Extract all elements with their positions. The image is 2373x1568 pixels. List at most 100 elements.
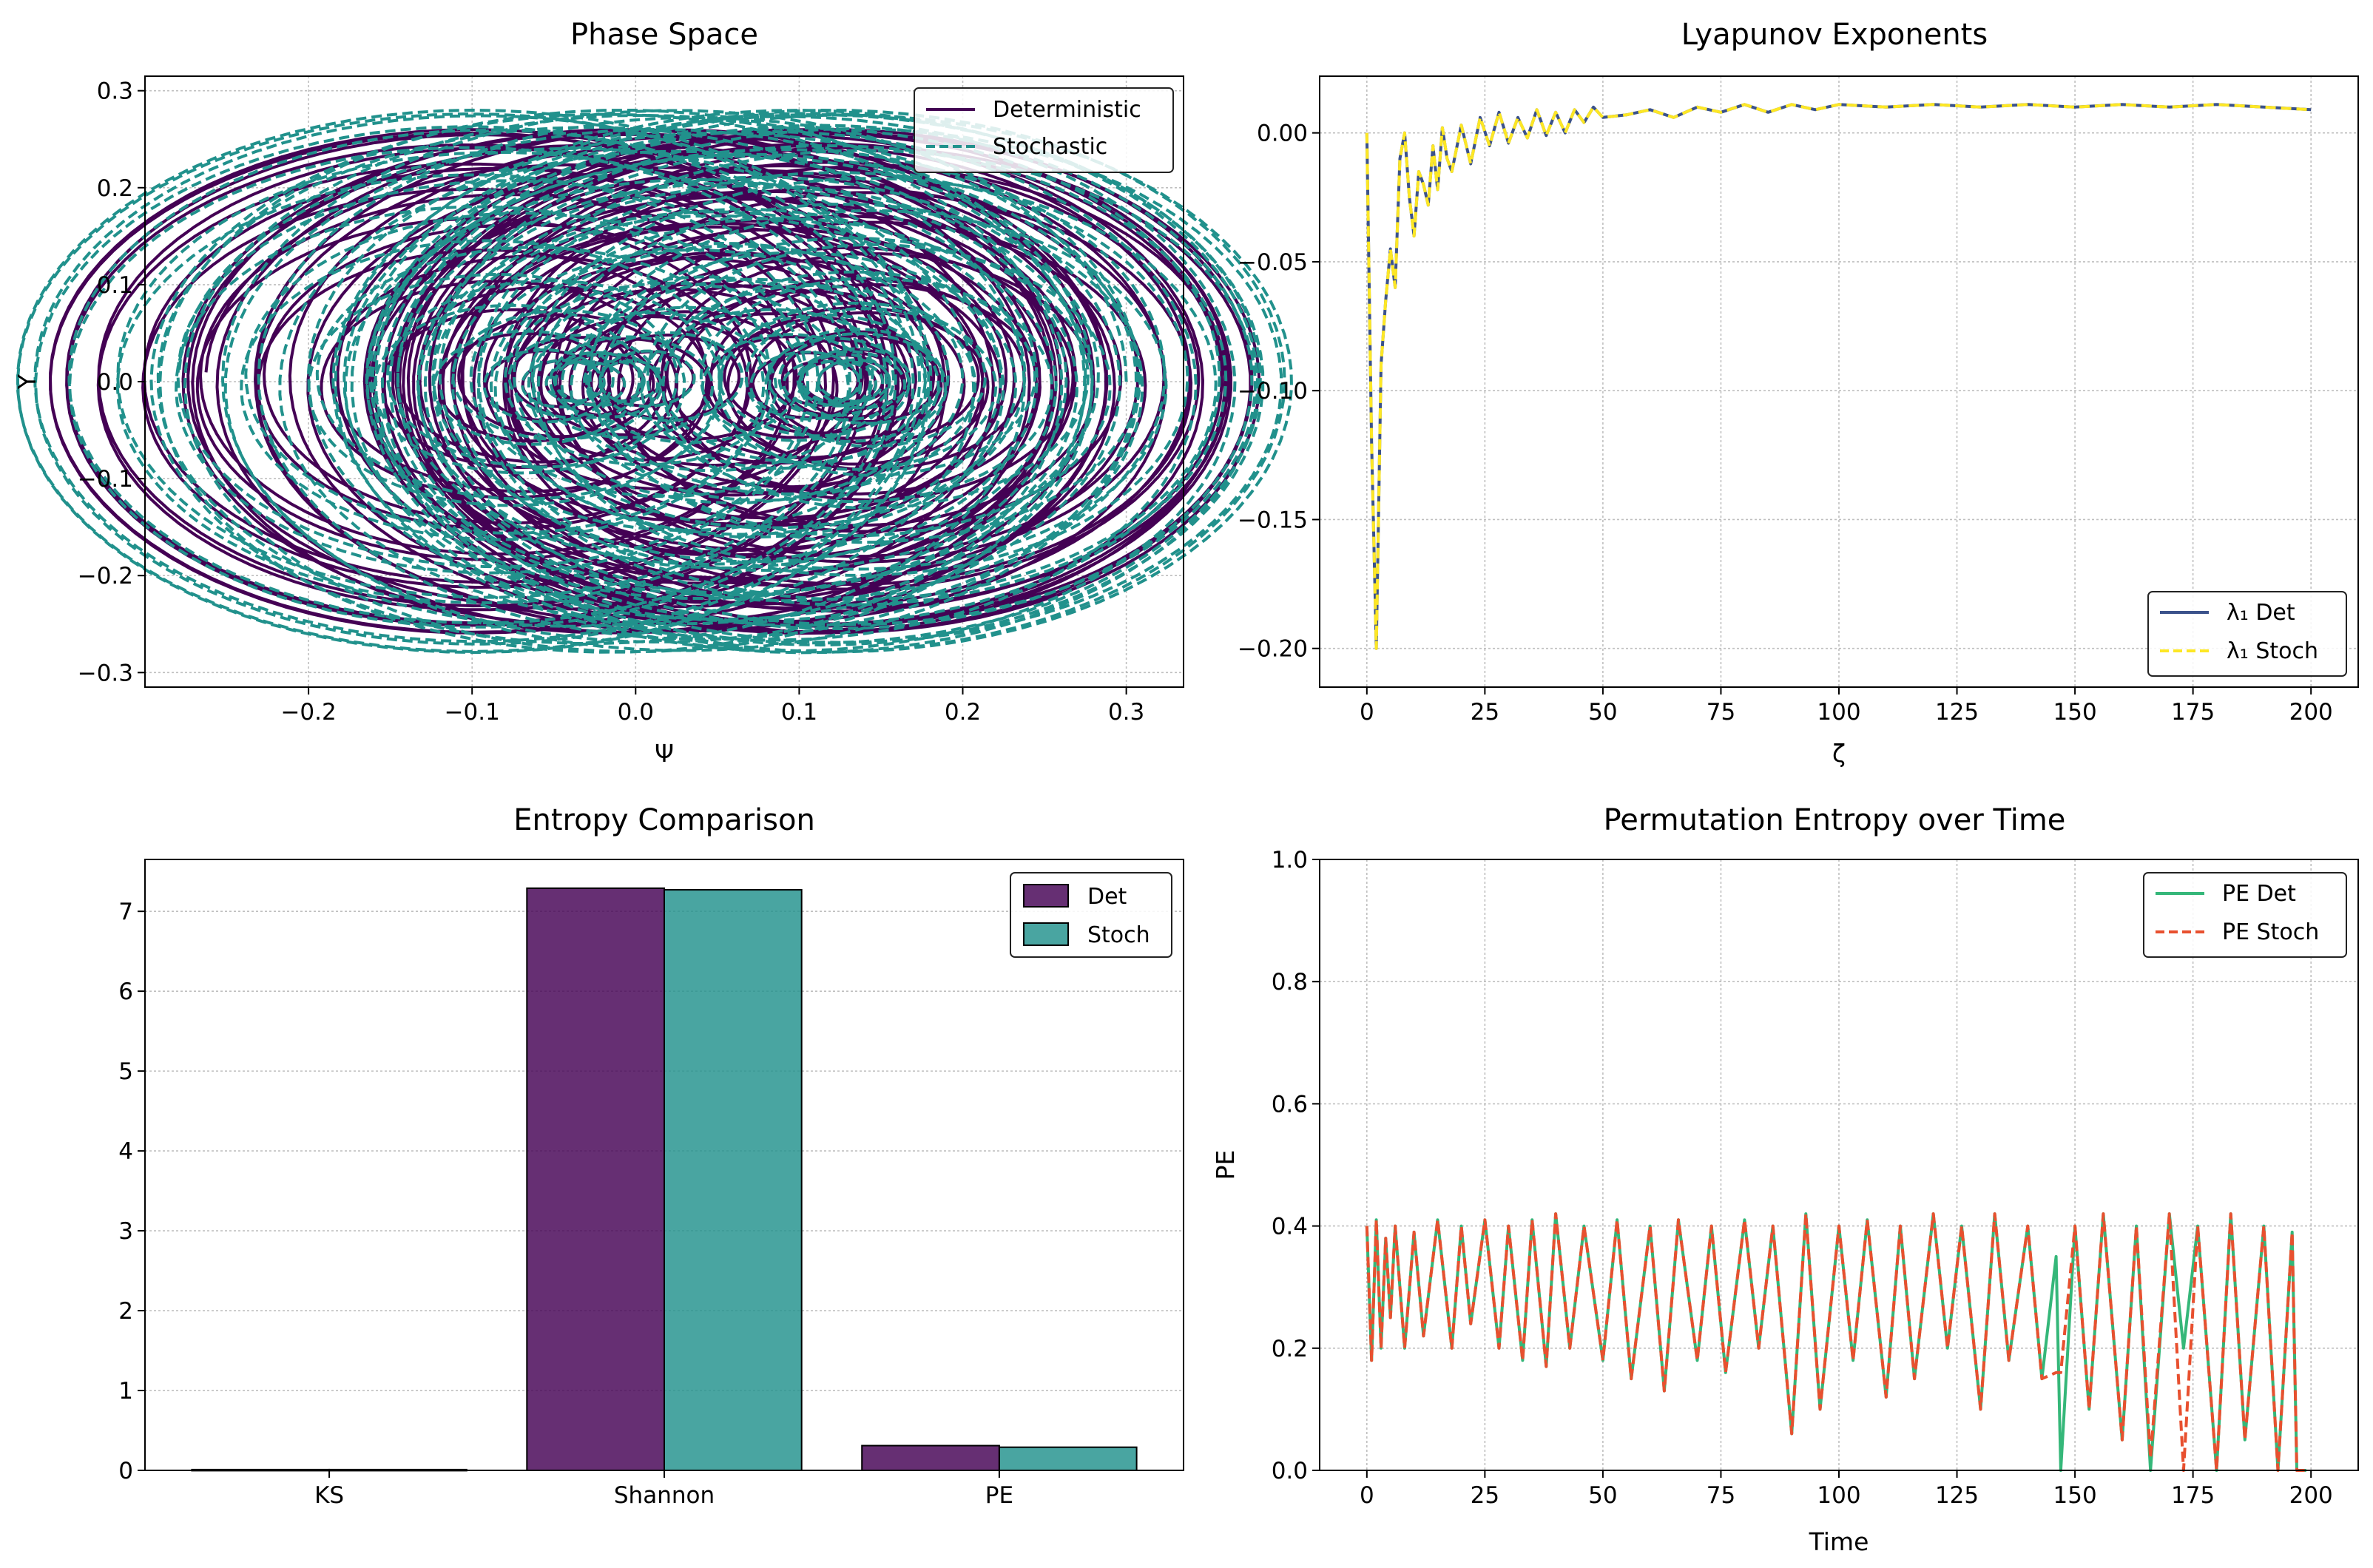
y-tick-label: 0.3 bbox=[97, 78, 133, 105]
panel-phase-space: Phase Space −0.2 −0.1 0.0 0.1 0.2 0.3 −0.3 −0.… bbox=[13, 18, 1294, 768]
legend-label-pe-det: PE Det bbox=[2222, 881, 2296, 907]
lyapunov-title: Lyapunov Exponents bbox=[1681, 18, 1988, 52]
x-tick-label: 125 bbox=[1935, 699, 1979, 726]
x-tick-label: 50 bbox=[1588, 1482, 1617, 1509]
legend-label-pe-stoch: PE Stoch bbox=[2222, 919, 2319, 945]
y-tick-label: −0.15 bbox=[1238, 507, 1308, 533]
x-tick-label: 0.2 bbox=[945, 699, 981, 726]
bar-stoch-pe bbox=[998, 1446, 1138, 1472]
y-tick-label: 4 bbox=[118, 1138, 133, 1165]
y-tick-label: 0.2 bbox=[97, 175, 133, 202]
phase-space-series bbox=[16, 108, 1294, 655]
category-label: PE bbox=[985, 1482, 1013, 1509]
y-tick-label: 6 bbox=[118, 979, 133, 1005]
y-tick-label: 0 bbox=[118, 1458, 133, 1484]
entropy-y-ticks: 0 1 2 3 4 5 6 7 bbox=[118, 899, 145, 1484]
permutation-entropy-title: Permutation Entropy over Time bbox=[1604, 803, 2066, 837]
category-label: KS bbox=[314, 1482, 344, 1509]
legend-label-deterministic: Deterministic bbox=[993, 97, 1141, 123]
x-tick-label: 0 bbox=[1360, 699, 1374, 726]
x-tick-label: 175 bbox=[2171, 699, 2215, 726]
y-tick-label: 0.2 bbox=[1272, 1336, 1308, 1362]
entropy-legend: Det Stoch bbox=[1010, 872, 1172, 958]
pe-legend: PE Det PE Stoch bbox=[2143, 872, 2347, 958]
lyapunov-x-label: ζ bbox=[1832, 739, 1846, 768]
x-tick-label: 100 bbox=[1817, 1482, 1860, 1509]
y-tick-label: 0.8 bbox=[1272, 969, 1308, 996]
y-tick-label: 7 bbox=[118, 899, 133, 925]
phase-space-legend-box bbox=[914, 87, 1174, 173]
phase-space-x-label: Ψ bbox=[655, 739, 674, 768]
x-tick-label: 0 bbox=[1360, 1482, 1374, 1509]
x-tick-label: 175 bbox=[2171, 1482, 2215, 1509]
phase-space-y-label: Y bbox=[13, 374, 41, 390]
pe-x-ticks: 0 25 50 75 100 125 150 175 200 bbox=[1360, 1470, 2333, 1509]
y-tick-label: 3 bbox=[118, 1218, 133, 1245]
line-series--det bbox=[1365, 103, 2312, 650]
phase-space-legend: Deterministic Stochastic bbox=[914, 87, 1174, 173]
y-tick-label: −0.1 bbox=[78, 466, 133, 493]
x-tick-label: 50 bbox=[1588, 699, 1617, 726]
x-tick-label: 25 bbox=[1471, 699, 1499, 726]
x-tick-label: 100 bbox=[1817, 699, 1860, 726]
y-tick-label: 1 bbox=[118, 1378, 133, 1405]
legend-label-det: Det bbox=[1087, 884, 1127, 910]
x-tick-label: 125 bbox=[1935, 1482, 1979, 1509]
panel-entropy-comparison: Entropy Comparison KS Shannon PE 01234567 … bbox=[118, 803, 1184, 1509]
x-tick-label: 75 bbox=[1707, 699, 1735, 726]
legend-label-stoch: Stoch bbox=[1087, 922, 1150, 948]
bar-det-pe bbox=[861, 1444, 1000, 1471]
lyapunov-series bbox=[1365, 103, 2312, 650]
bar-det-shannon bbox=[526, 887, 666, 1471]
legend-label-lambda-stoch: λ₁ Stoch bbox=[2227, 638, 2318, 664]
panel-lyapunov: Lyapunov Exponents 0 25 50 75 100 125 150 175 20… bbox=[1238, 18, 2359, 768]
bar-stoch-shannon bbox=[664, 889, 803, 1471]
y-tick-label: −0.10 bbox=[1238, 378, 1308, 405]
lyapunov-legend: λ₁ Det λ₁ Stoch bbox=[2147, 591, 2347, 677]
x-tick-label: 25 bbox=[1471, 1482, 1499, 1509]
x-tick-label: 200 bbox=[2289, 699, 2333, 726]
pe-series bbox=[1365, 1212, 2306, 1472]
y-tick-label: −0.20 bbox=[1238, 636, 1308, 663]
x-tick-label: 75 bbox=[1707, 1482, 1735, 1509]
y-tick-label: 5 bbox=[118, 1058, 133, 1085]
y-tick-label: 2 bbox=[118, 1298, 133, 1325]
lyapunov-y-ticks: −0.20 −0.15 −0.10 −0.05 0.00 bbox=[1238, 121, 1320, 663]
y-tick-label: 0.00 bbox=[1257, 121, 1308, 147]
y-tick-label: −0.05 bbox=[1238, 249, 1308, 276]
y-tick-label: 0.4 bbox=[1272, 1214, 1308, 1240]
y-tick-label: 0.1 bbox=[97, 272, 133, 299]
panel-permutation-entropy: Permutation Entropy over Time 0 25 50 75 100… bbox=[1211, 803, 2359, 1556]
phase-space-x-ticks: −0.2 −0.1 0.0 0.1 0.2 0.3 bbox=[280, 687, 1144, 726]
line-series-pe-stoch bbox=[1365, 1212, 2306, 1472]
lyapunov-x-ticks: 0 25 50 75 100 125 150 175 200 bbox=[1360, 687, 2333, 726]
legend-swatch-det bbox=[1023, 884, 1069, 908]
pe-x-label: Time bbox=[1809, 1527, 1869, 1556]
entropy-comparison-title: Entropy Comparison bbox=[513, 803, 815, 837]
entropy-x-ticks: KS Shannon PE bbox=[314, 1470, 1013, 1509]
x-tick-label: 200 bbox=[2289, 1482, 2333, 1509]
phase-space-y-ticks: −0.3 −0.2 −0.1 0.0 0.1 0.2 0.3 bbox=[78, 78, 145, 686]
x-tick-label: −0.2 bbox=[280, 699, 336, 726]
x-tick-label: 0.3 bbox=[1108, 699, 1144, 726]
phase-space-title: Phase Space bbox=[570, 18, 758, 52]
entropy-bars bbox=[191, 887, 1138, 1472]
pe-y-ticks: 0.0 0.2 0.4 0.6 0.8 1.0 bbox=[1272, 847, 1320, 1484]
y-tick-label: −0.3 bbox=[78, 660, 133, 686]
y-tick-label: −0.2 bbox=[78, 563, 133, 589]
x-tick-label: 150 bbox=[2053, 1482, 2097, 1509]
legend-swatch-stoch bbox=[1023, 922, 1069, 946]
pe-y-label: PE bbox=[1211, 1150, 1240, 1180]
x-tick-label: 0.0 bbox=[618, 699, 654, 726]
x-tick-label: −0.1 bbox=[445, 699, 500, 726]
legend-label-lambda-det: λ₁ Det bbox=[2227, 600, 2295, 626]
y-tick-label: 1.0 bbox=[1272, 847, 1308, 873]
line-series--stoch bbox=[1365, 103, 2312, 650]
x-tick-label: 150 bbox=[2053, 699, 2097, 726]
legend-label-stochastic: Stochastic bbox=[993, 134, 1107, 160]
phase-series-stochastic bbox=[16, 108, 1294, 655]
x-tick-label: 0.1 bbox=[781, 699, 817, 726]
y-tick-label: 0.6 bbox=[1272, 1091, 1308, 1118]
category-label: Shannon bbox=[614, 1482, 715, 1509]
